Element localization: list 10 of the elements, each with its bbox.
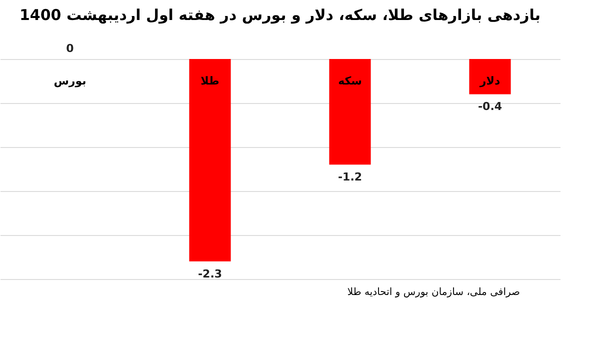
data-label: -0.4 xyxy=(478,100,502,114)
x-tick-label: طلا xyxy=(200,74,220,88)
data-label: 0 xyxy=(66,42,74,55)
x-tick-label: بورس xyxy=(54,74,86,88)
x-tick-label: دلار xyxy=(478,74,500,88)
data-label: -1.2 xyxy=(338,170,362,184)
chart-title: بازدهی بازارهای طلا، سکه، دلار و بورس در هفته اول اردیبهشت 1400 xyxy=(19,6,541,24)
data-label: -2.3 xyxy=(198,267,222,280)
text: صرافی ملی، سازمان بورس و اتحادیه طلا xyxy=(346,287,521,298)
x-tick-label: سکه xyxy=(338,74,362,88)
